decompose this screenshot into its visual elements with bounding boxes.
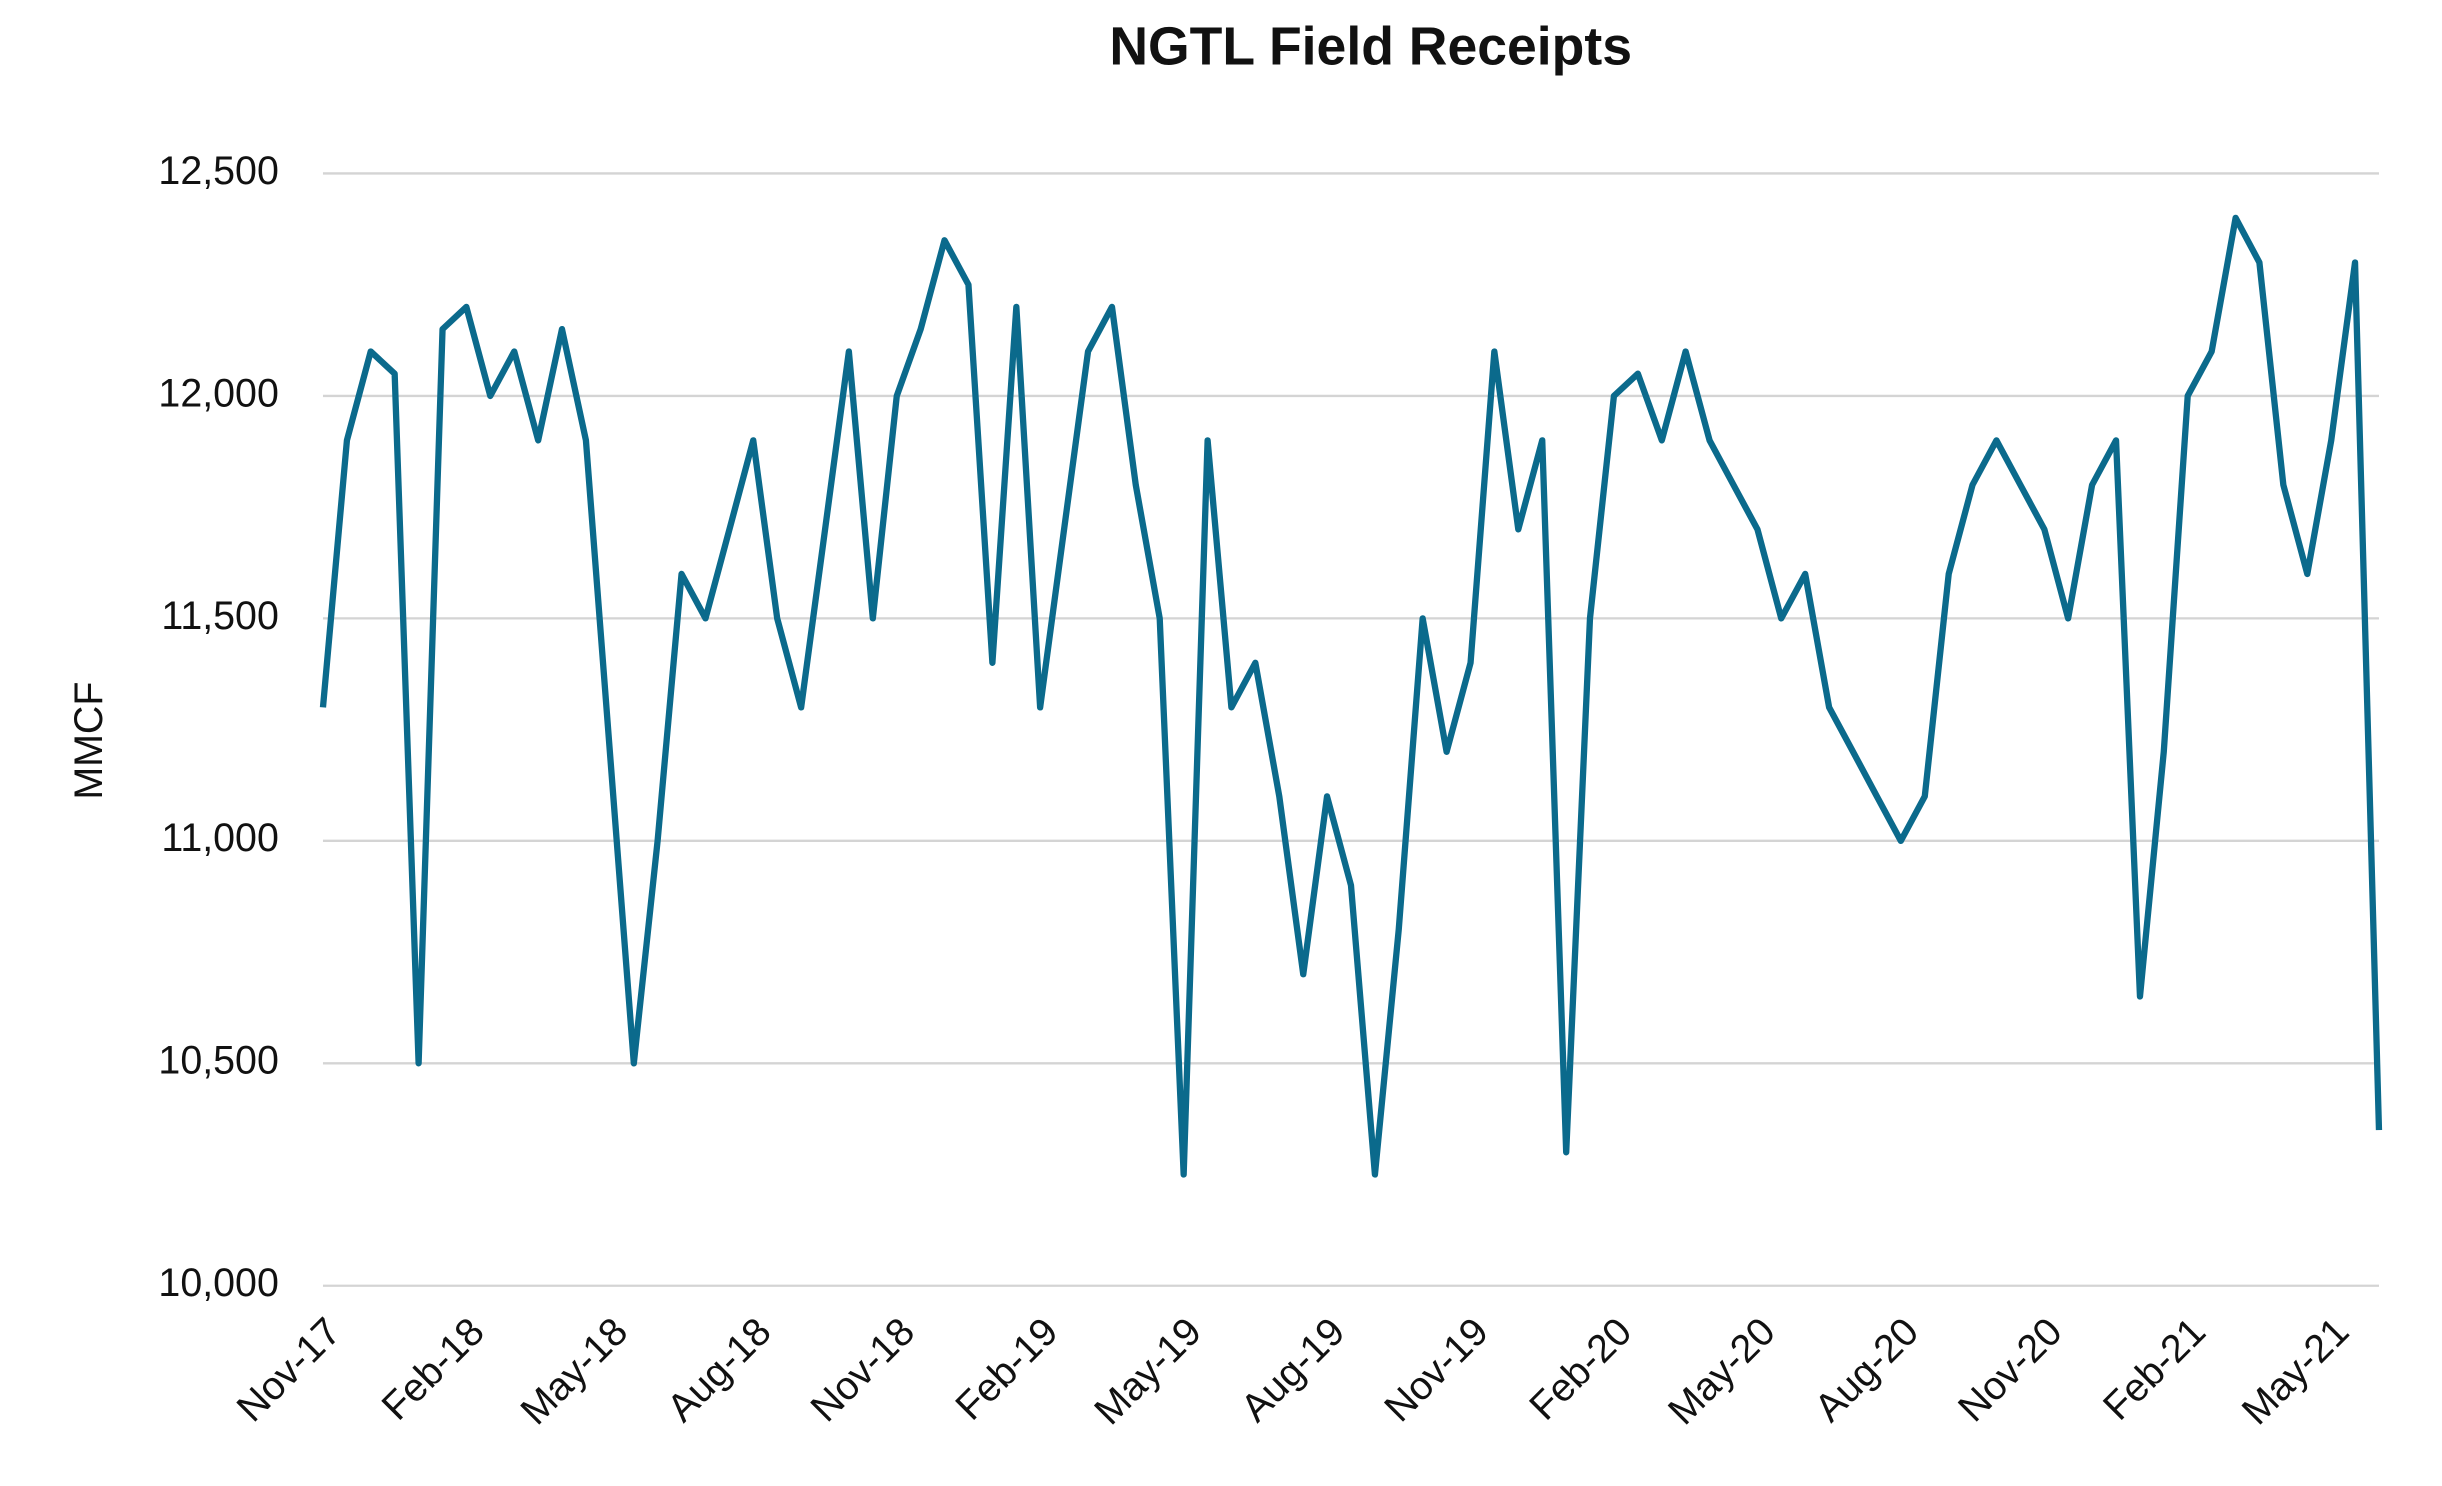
- chart-title: NGTL Field Receipts: [1109, 18, 1632, 77]
- x-tick-label: Feb-19: [947, 1309, 1066, 1428]
- x-tick-label: May-21: [2234, 1309, 2358, 1433]
- x-tick-label: Nov-20: [1950, 1309, 2071, 1430]
- y-tick-label: 12,000: [158, 371, 278, 415]
- y-tick-label: 11,000: [161, 816, 279, 860]
- x-tick-label: Feb-20: [1521, 1309, 1640, 1428]
- x-tick-label: Nov-19: [1376, 1309, 1497, 1430]
- data-line: [319, 214, 2383, 1178]
- y-tick-label: 10,000: [158, 1261, 278, 1305]
- y-tick-label: 12,500: [158, 149, 278, 193]
- x-tick-label: May-19: [1086, 1309, 1210, 1433]
- x-tick-label: Aug-20: [1806, 1309, 1927, 1430]
- x-tick-label: Feb-21: [2095, 1309, 2214, 1428]
- y-axis-label: MMCF: [67, 682, 111, 800]
- x-tick-label: Nov-18: [802, 1309, 923, 1430]
- x-tick-label: Nov-17: [228, 1309, 349, 1430]
- x-tick-label: Aug-19: [1232, 1309, 1353, 1430]
- y-tick-label: 11,500: [161, 594, 279, 638]
- x-tick-label: May-18: [512, 1309, 636, 1433]
- y-tick-label: 10,500: [158, 1039, 278, 1083]
- x-tick-label: Aug-18: [659, 1309, 780, 1430]
- x-tick-label: May-20: [1660, 1309, 1784, 1433]
- x-tick-label: Feb-18: [373, 1309, 492, 1428]
